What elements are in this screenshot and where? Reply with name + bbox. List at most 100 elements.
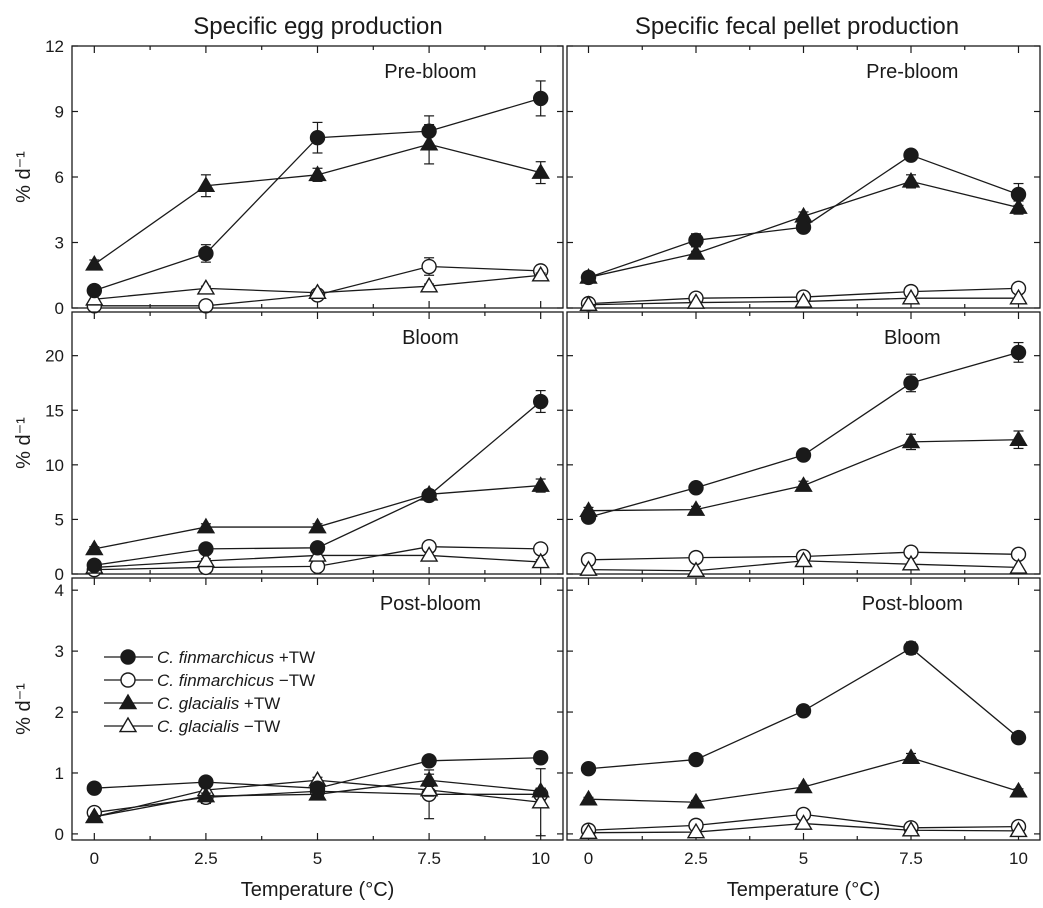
data-point <box>903 147 919 163</box>
legend-label: C. glacialis −TW <box>157 717 280 736</box>
series-0 <box>86 390 549 573</box>
series-0 <box>86 80 549 299</box>
y-tick-label: 6 <box>55 168 64 187</box>
legend-marker <box>118 716 138 733</box>
series-0 <box>86 750 549 796</box>
x-tick-label: 5 <box>313 849 322 868</box>
panel-label: Bloom <box>884 327 941 349</box>
data-point <box>532 90 549 107</box>
data-point <box>196 786 216 803</box>
data-point <box>421 258 437 275</box>
y-tick-label: 0 <box>55 825 64 844</box>
y-tick-label: 4 <box>55 581 64 600</box>
panel-4: 0 1 2 3 4 0 2.5 5 7.5 10 % d⁻¹ Temperature (°C) Post… <box>13 577 564 901</box>
data-point <box>196 278 216 295</box>
y-tick-label: 5 <box>55 510 64 529</box>
data-point <box>531 792 550 809</box>
data-point <box>421 123 437 139</box>
legend-species: C. finmarchicus <box>157 671 279 690</box>
series-line <box>588 351 1019 518</box>
x-tick-label: 7.5 <box>417 849 441 868</box>
data-point <box>901 554 921 571</box>
x-tick-label: 2.5 <box>684 849 708 868</box>
data-point <box>309 780 326 796</box>
data-point <box>794 551 813 568</box>
panel-5: 0 2.5 5 7.5 10 Temperature (°C) Post-bloom <box>566 577 1041 901</box>
y-tick-label: 10 <box>45 456 64 475</box>
legend-marker <box>120 672 136 688</box>
x-tick-label: 0 <box>90 849 99 868</box>
data-point <box>308 283 327 300</box>
data-point <box>86 780 103 796</box>
data-point <box>794 777 813 794</box>
data-point <box>309 129 326 146</box>
data-point <box>901 748 921 765</box>
data-point <box>1010 186 1027 203</box>
data-point <box>308 517 327 534</box>
legend-species: C. finmarchicus <box>157 648 279 667</box>
data-point <box>198 245 214 262</box>
y-tick-label: 0 <box>55 565 64 584</box>
data-point <box>531 265 550 282</box>
data-point <box>531 163 550 179</box>
data-point <box>901 171 921 188</box>
data-point <box>580 269 597 286</box>
data-point <box>795 219 812 235</box>
panel-2: 0 5 10 15 20 % d⁻¹ Bloom <box>13 311 564 584</box>
data-point <box>1009 430 1028 447</box>
y-tick-label: 12 <box>45 37 64 56</box>
panel-label: Pre-bloom <box>384 61 476 83</box>
data-point <box>579 789 598 806</box>
x-tick-label: 7.5 <box>899 849 923 868</box>
legend-treatment: +TW <box>244 694 280 713</box>
legend-label: C. glacialis +TW <box>157 694 280 713</box>
series-2 <box>579 748 1028 809</box>
series-0 <box>580 147 1027 286</box>
x-axis-label: Temperature (°C) <box>241 879 395 901</box>
data-point <box>580 509 597 525</box>
legend-entry-3: C. glacialis −TW <box>104 716 280 736</box>
x-tick-label: 2.5 <box>194 849 218 868</box>
column-title-egg: Specific egg production <box>193 13 443 40</box>
data-point <box>1009 821 1028 838</box>
series-3 <box>579 814 1028 839</box>
column-title-fecal: Specific fecal pellet production <box>635 13 959 40</box>
series-3 <box>85 265 550 306</box>
data-point <box>532 393 549 410</box>
legend-entry-1: C. finmarchicus −TW <box>104 671 315 690</box>
data-point <box>198 298 214 314</box>
x-axis-label: Temperature (°C) <box>727 879 881 901</box>
data-point <box>532 750 549 766</box>
data-point <box>688 751 704 768</box>
series-0 <box>580 341 1027 525</box>
x-tick-label: 5 <box>799 849 808 868</box>
data-point <box>419 770 439 787</box>
panel-1: Pre-bloom <box>566 45 1041 312</box>
data-point <box>196 517 216 534</box>
series-line <box>94 484 541 550</box>
data-point <box>795 447 812 463</box>
data-point <box>794 814 813 830</box>
x-tick-label: 0 <box>584 849 593 868</box>
panel-label: Pre-bloom <box>866 61 958 83</box>
data-point <box>1010 344 1027 361</box>
data-point <box>419 780 439 797</box>
data-point <box>531 476 550 492</box>
data-point <box>901 820 921 837</box>
data-point <box>85 807 104 824</box>
legend-treatment: −TW <box>244 717 280 736</box>
legend-entry-2: C. glacialis +TW <box>104 693 280 713</box>
data-point <box>686 293 706 309</box>
legend-species: C. glacialis <box>157 717 244 736</box>
y-tick-label: 9 <box>55 103 64 122</box>
legend-entry-0: C. finmarchicus +TW <box>104 648 315 667</box>
data-point <box>531 552 550 569</box>
y-tick-label: 3 <box>55 234 64 253</box>
data-point <box>86 282 103 299</box>
data-point <box>196 551 216 568</box>
data-point <box>531 781 550 798</box>
data-point <box>901 288 921 305</box>
panel-3: Bloom <box>566 311 1041 578</box>
